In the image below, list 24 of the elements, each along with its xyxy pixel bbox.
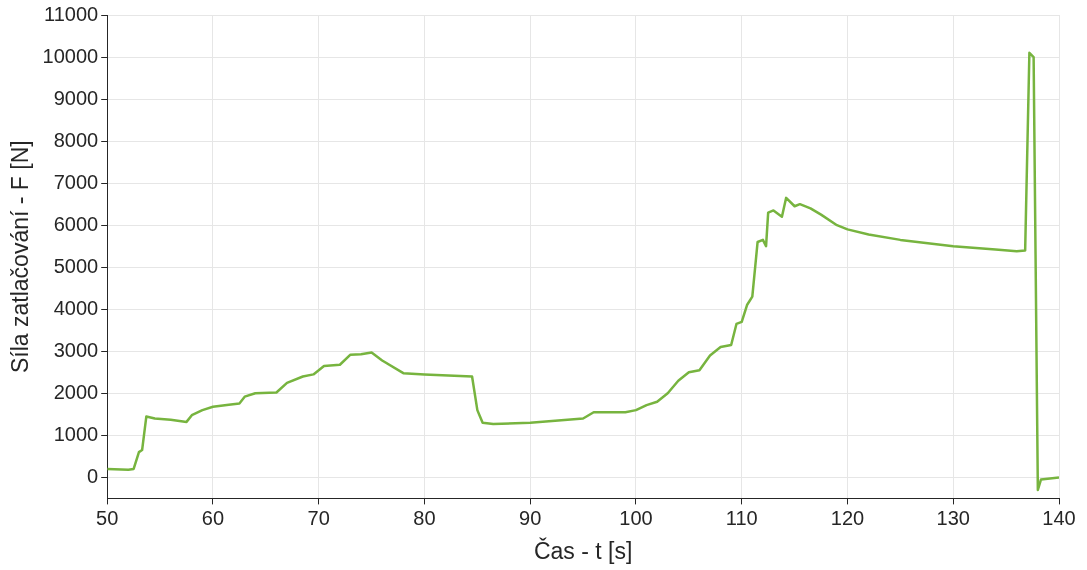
- y-tick-label: 0: [87, 464, 99, 487]
- y-tick-label: 2000: [53, 380, 99, 403]
- x-tick-label: 130: [936, 506, 970, 529]
- y-tick-label: 4000: [53, 296, 99, 319]
- x-tick-label: 50: [96, 506, 119, 529]
- x-tick-label: 100: [619, 506, 653, 529]
- y-tick-label: 9000: [53, 86, 99, 109]
- y-tick-label: 7000: [53, 170, 99, 193]
- x-axis-title: Čas - t [s]: [533, 536, 633, 564]
- y-tick-label: 1000: [53, 422, 99, 445]
- x-tick-label: 80: [413, 506, 436, 529]
- x-tick-label: 70: [307, 506, 330, 529]
- x-tick-label: 110: [725, 506, 758, 529]
- x-tick-label: 60: [201, 506, 225, 529]
- x-tick-label: 90: [519, 506, 542, 529]
- y-tick-label: 6000: [53, 212, 99, 235]
- y-tick-label: 10000: [42, 44, 99, 67]
- y-axis-title: Síla zatlačování - F [N]: [7, 140, 34, 374]
- y-tick-label: 11000: [44, 2, 99, 25]
- x-tick-label: 140: [1042, 506, 1076, 529]
- y-tick-label: 3000: [53, 338, 99, 361]
- x-tick-label: 120: [830, 506, 865, 529]
- y-tick-label: 8000: [53, 128, 99, 151]
- y-tick-label: 5000: [53, 254, 99, 277]
